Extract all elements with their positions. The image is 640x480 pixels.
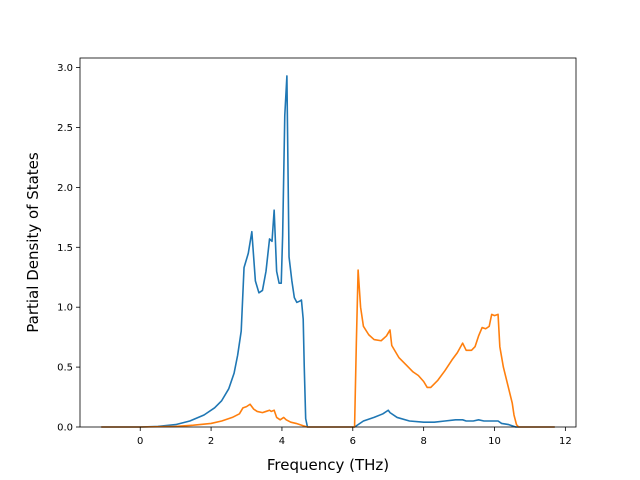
x-tick-label: 12 xyxy=(559,436,572,447)
plot-frame xyxy=(79,57,577,428)
y-tick-label: 2.0 xyxy=(57,183,73,194)
y-tick-label: 0.0 xyxy=(57,423,73,434)
y-tick-label: 2.5 xyxy=(57,123,73,134)
y-tick-label: 1.0 xyxy=(57,303,73,314)
x-tick-label: 10 xyxy=(488,436,501,447)
y-axis-ticks: 0.0 0.5 1.0 1.5 2.0 2.5 3.0 xyxy=(57,63,80,434)
x-tick-label: 8 xyxy=(420,436,426,447)
x-tick-label: 4 xyxy=(279,436,285,447)
plot-lines xyxy=(101,75,555,428)
x-tick-label: 2 xyxy=(208,436,214,447)
x-axis-ticks: 0 2 4 6 8 10 12 xyxy=(137,427,572,447)
x-tick-label: 6 xyxy=(350,436,356,447)
x-axis-label: Frequency (THz) xyxy=(267,456,389,474)
x-tick-label: 0 xyxy=(137,436,143,447)
series-line-2 xyxy=(101,269,555,428)
y-tick-label: 3.0 xyxy=(57,63,73,74)
y-tick-label: 0.5 xyxy=(57,363,73,374)
y-axis-label: Partial Density of States xyxy=(24,152,42,333)
y-tick-label: 1.5 xyxy=(57,243,73,254)
series-line-1 xyxy=(101,75,555,428)
